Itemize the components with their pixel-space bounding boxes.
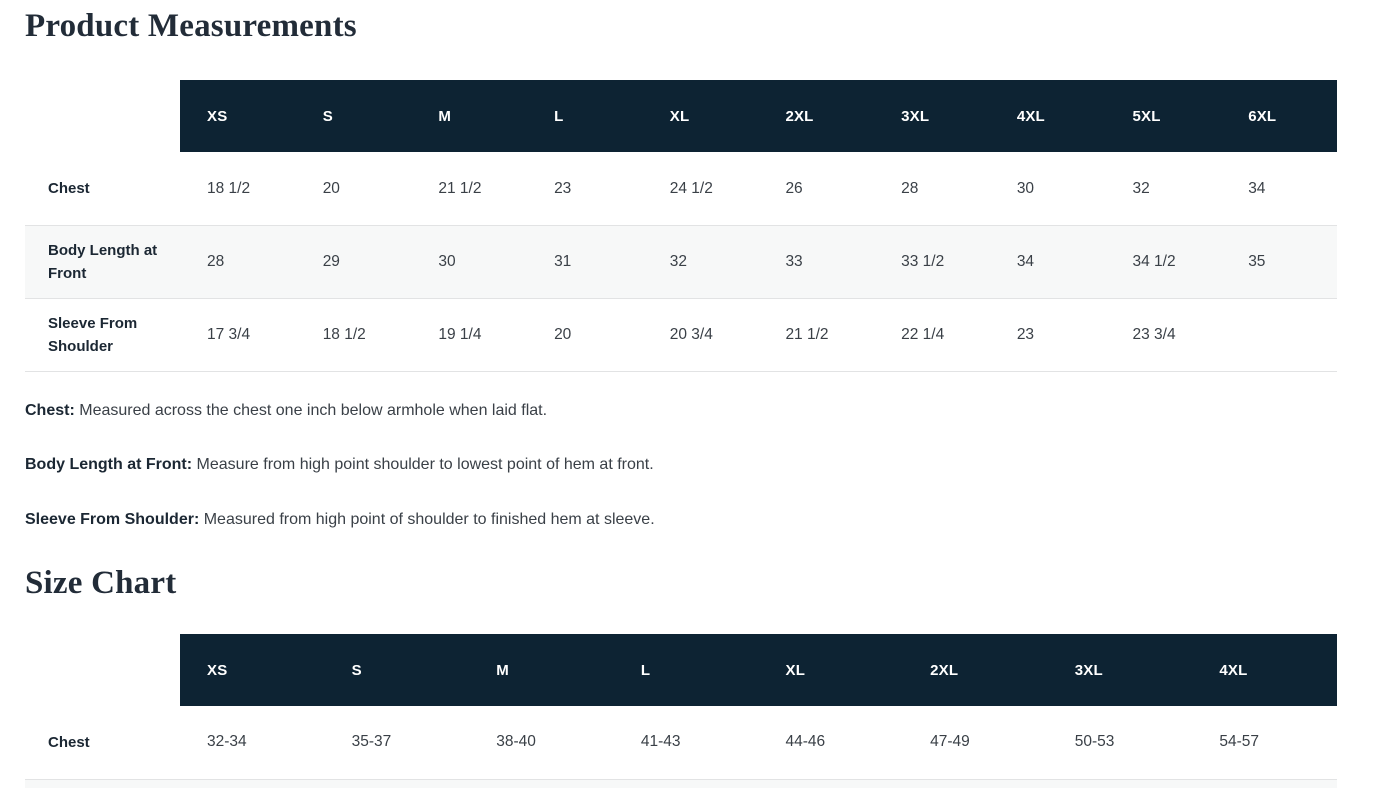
size-column-header: 3XL [1047, 634, 1193, 707]
measurement-cell: 29 [322, 252, 340, 270]
measurement-cell: 23 [554, 179, 572, 197]
measurement-cell: 32 [669, 252, 687, 270]
measurement-cell: 31 [554, 252, 572, 270]
measurement-cell: 32 [1132, 179, 1150, 197]
measurement-cell: 47-49 [930, 733, 970, 751]
note-body-length-term: Body Length at Front: [25, 456, 193, 474]
measurement-cell: 23 3/4 [1132, 325, 1176, 343]
measurement-cell: 28 [207, 252, 225, 270]
table-row: Sleeve From Shoulder 17 3/4 18 1/2 19 1/4 20… [25, 298, 1337, 372]
row-label: Sleeve From Shoulder [48, 314, 138, 355]
size-column-header: S [324, 634, 470, 707]
measurement-cell: 33 [785, 252, 803, 270]
header-row: XS S M L XL 2XL 3XL 4XL 5XL 6XL [25, 80, 1337, 153]
size-chart-title: Size Chart [25, 564, 177, 601]
measurement-cell: 34 [1248, 179, 1266, 197]
size-column-header: L [527, 80, 643, 153]
size-column-header: M [411, 80, 528, 153]
row-label: Chest [48, 733, 90, 751]
measurement-cell: 18 1/2 [207, 179, 251, 197]
measurement-cell: 54-57 [1219, 733, 1260, 751]
table-row: Chest 32-34 35-37 38-40 41-43 44-46 47-49 50-53… [25, 706, 1337, 780]
size-column-header: 4XL [989, 80, 1106, 153]
size-column-header: 4XL [1192, 634, 1337, 707]
measurement-cell: 20 [322, 179, 340, 197]
size-column-header: 3XL [874, 80, 990, 153]
note-sleeve-term: Sleeve From Shoulder: [25, 510, 200, 528]
measurement-cell: 20 [554, 325, 572, 343]
product-measurements-table: XS S M L XL 2XL 3XL 4XL 5XL 6XL Chest 18 1/2 20 21 1… [25, 80, 1337, 372]
row-label: Chest [48, 179, 90, 197]
measurement-cell: 35-37 [351, 733, 392, 751]
size-column-header: 2XL [758, 80, 875, 153]
size-column-header: S [295, 80, 412, 153]
measurement-notes: Chest: Measured across the chest one inc… [25, 400, 1375, 531]
measurement-cell: 18 1/2 [322, 325, 366, 343]
header-row: XS S M L XL 2XL 3XL 4XL [25, 634, 1337, 707]
size-column-header: M [469, 634, 614, 707]
measurement-cell: 30 [1016, 179, 1035, 197]
corner-cell [25, 634, 180, 706]
note-chest: Chest: Measured across the chest one inc… [25, 400, 1375, 422]
product-measurements-title: Product Measurements [25, 8, 357, 44]
measurement-cell: 32-34 [207, 733, 247, 751]
size-column-header: 6XL [1221, 80, 1337, 153]
note-chest-term: Chest: [25, 401, 75, 419]
measurement-cell: 38-40 [496, 733, 536, 751]
measurement-cell: 35 [1248, 252, 1266, 270]
measurement-cell: 24 1/2 [669, 179, 713, 197]
measurement-cell: 19 1/4 [438, 325, 482, 343]
table-row: Body Length at Front 28 29 30 31 32 33 33 1/2 34… [25, 225, 1337, 299]
measurement-cell: 21 1/2 [438, 179, 482, 197]
note-body-length-description: Measure from high point shoulder to lowe… [196, 456, 654, 474]
measurement-cell: 23 [1016, 325, 1035, 343]
size-chart-table: XS S M L XL 2XL 3XL 4XL Chest 32-34 35-37 38-40 41-… [25, 634, 1337, 780]
measurement-cell: 33 1/2 [901, 252, 945, 270]
corner-cell [25, 80, 180, 152]
measurement-cell: 21 1/2 [785, 325, 829, 343]
size-column-header: XL [758, 634, 904, 707]
size-column-header: XS [180, 80, 296, 153]
table-row: Chest 18 1/2 20 21 1/2 23 24 1/2 26 28 30 32 34 [25, 152, 1337, 226]
measurement-cell: 28 [901, 179, 919, 197]
measurement-cell [1221, 298, 1337, 371]
measurement-cell: 17 3/4 [207, 325, 251, 343]
note-sleeve-description: Measured from high point of shoulder to … [203, 510, 655, 528]
measurement-cell: 22 1/4 [901, 325, 945, 343]
note-chest-description: Measured across the chest one inch below… [79, 401, 548, 419]
measurement-cell: 50-53 [1074, 733, 1115, 751]
row-label: Body Length at Front [48, 241, 158, 282]
measurement-cell: 34 1/2 [1132, 252, 1176, 270]
measurement-cell: 41-43 [640, 733, 681, 751]
size-column-header: 2XL [903, 634, 1048, 707]
size-column-header: XL [642, 80, 759, 153]
measurement-cell: 34 [1016, 252, 1035, 270]
measurement-cell: 20 3/4 [669, 325, 713, 343]
size-column-header: L [613, 634, 759, 707]
note-body-length: Body Length at Front: Measure from high … [25, 454, 1375, 476]
next-row-partial [25, 779, 1337, 788]
size-column-header: XS [180, 634, 325, 707]
note-sleeve: Sleeve From Shoulder: Measured from high… [25, 509, 1375, 531]
measurement-cell: 30 [438, 252, 456, 270]
size-column-header: 5XL [1105, 80, 1222, 153]
measurement-cell: 26 [785, 179, 803, 197]
measurement-cell: 44-46 [785, 733, 826, 751]
